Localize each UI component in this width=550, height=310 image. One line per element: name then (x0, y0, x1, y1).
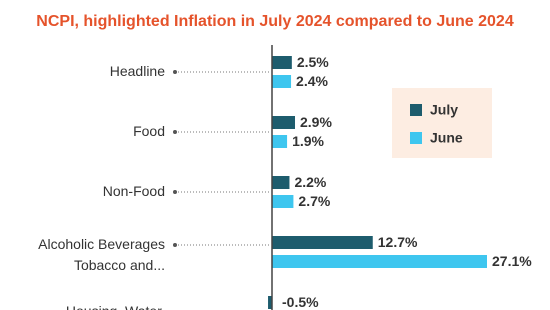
bar (268, 296, 272, 309)
bar (272, 116, 296, 129)
label-dot (173, 243, 177, 247)
value-label: 1.9% (292, 133, 324, 149)
value-label: -0.5% (282, 294, 319, 310)
category-label: Alcoholic Beverages Tobacco and... (38, 236, 165, 273)
bar (272, 236, 373, 249)
label-dot (173, 70, 177, 74)
label-dot (173, 130, 177, 134)
value-label: 2.7% (298, 193, 330, 209)
legend-box (392, 88, 492, 158)
legend-swatch (410, 132, 422, 144)
value-label: 2.2% (294, 174, 326, 190)
bar (272, 75, 292, 88)
legend-label: July (430, 102, 458, 118)
category-label: Food (133, 123, 165, 139)
value-label: 2.5% (297, 54, 329, 70)
category-label: Headline (110, 63, 165, 79)
bar (272, 176, 290, 189)
value-label: 2.9% (300, 114, 332, 130)
legend-label: June (430, 130, 463, 146)
category-label: Housing, Water, (66, 303, 165, 310)
value-label: 27.1% (492, 253, 532, 269)
bar (272, 56, 292, 69)
legend-swatch (410, 104, 422, 116)
bar (272, 255, 487, 268)
bar (272, 195, 294, 208)
chart-title: NCPI, highlighted Inflation in July 2024… (36, 13, 514, 30)
label-dot (173, 190, 177, 194)
category-label: Non-Food (103, 183, 165, 199)
value-label: 12.7% (378, 234, 418, 250)
value-label: 2.4% (296, 73, 328, 89)
bar (272, 135, 288, 148)
